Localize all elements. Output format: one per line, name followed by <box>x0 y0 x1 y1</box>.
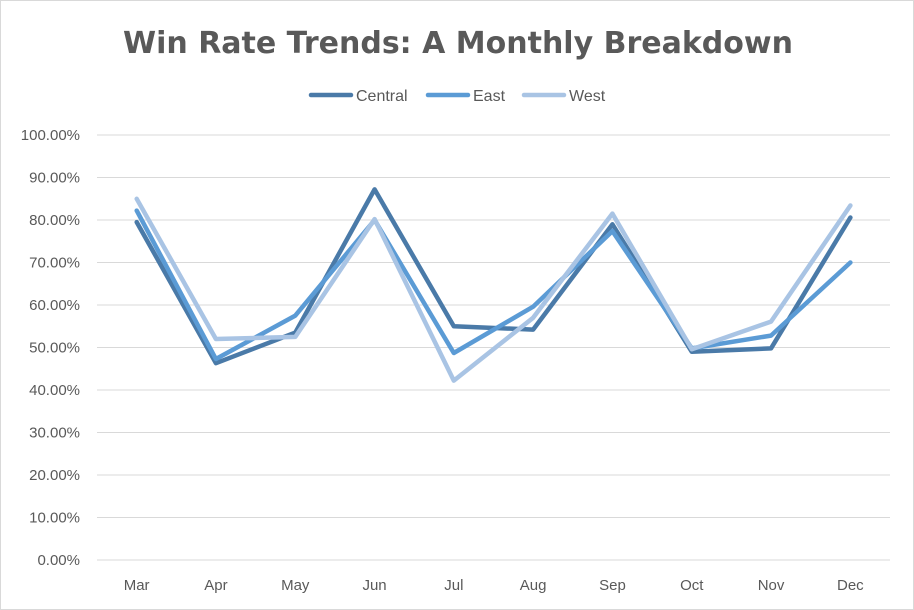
y-tick-label: 20.00% <box>29 467 80 484</box>
x-tick-label: Aug <box>520 577 547 594</box>
y-tick-label: 90.00% <box>29 170 80 187</box>
series-lines <box>134 187 853 383</box>
y-tick-label: 80.00% <box>29 212 80 229</box>
legend-label: Central <box>356 88 408 105</box>
legend-item-west: West <box>521 88 606 105</box>
x-tick-label: Oct <box>680 577 704 594</box>
x-tick-label: Mar <box>124 577 150 594</box>
x-tick-label: Apr <box>204 577 227 594</box>
legend-item-east: East <box>425 88 506 105</box>
y-tick-label: 30.00% <box>29 425 80 442</box>
y-tick-label: 100.00% <box>21 127 80 144</box>
y-axis: 0.00% 10.00% 20.00% 30.00% 40.00% 50.00% 60.00… <box>21 127 80 569</box>
y-tick-label: 70.00% <box>29 255 80 272</box>
x-tick-label: Dec <box>837 577 864 594</box>
legend-item-central: Central <box>308 88 408 105</box>
legend-label: East <box>473 88 506 105</box>
y-tick-label: 50.00% <box>29 340 80 357</box>
y-tick-label: 60.00% <box>29 297 80 314</box>
legend: Central East West <box>308 88 606 105</box>
y-tick-label: 40.00% <box>29 382 80 399</box>
series-line-west <box>134 196 853 383</box>
chart-title: Win Rate Trends: A Monthly Breakdown <box>123 26 793 61</box>
x-axis: Mar Apr May Jun Jul Aug Sep Oct Nov Dec <box>124 577 864 594</box>
x-tick-label: Nov <box>758 577 785 594</box>
legend-label: West <box>569 88 606 105</box>
x-tick-label: Jul <box>444 577 463 594</box>
x-tick-label: Sep <box>599 577 626 594</box>
y-tick-label: 0.00% <box>37 552 80 569</box>
x-tick-label: Jun <box>362 577 386 594</box>
x-tick-label: May <box>281 577 310 594</box>
y-tick-label: 10.00% <box>29 510 80 527</box>
